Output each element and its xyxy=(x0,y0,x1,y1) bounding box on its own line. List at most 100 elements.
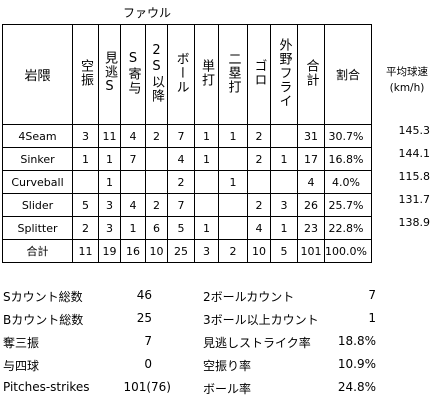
summary-value: 46 xyxy=(136,288,152,302)
avg-speed-value: 138.9 xyxy=(398,216,431,229)
summary-label: 2ボールカウント xyxy=(203,290,295,304)
table-cell: 3 xyxy=(98,193,121,217)
summary-value: 7 xyxy=(368,288,376,302)
pitch-type-name: Sinker xyxy=(2,147,73,171)
summary-value: 1 xyxy=(368,311,376,325)
avg-speed-title: 平均球速 xyxy=(386,66,428,78)
table-cell: 3 xyxy=(194,239,219,263)
table-cell: 7 xyxy=(167,124,195,148)
table-cell: 25 xyxy=(167,239,195,263)
table-cell: 1 xyxy=(194,147,219,171)
table-cell: 23 xyxy=(297,216,325,240)
col-header: 割合 xyxy=(324,24,372,125)
col-header: ゴロ xyxy=(247,24,271,125)
col-header: 外野フライ xyxy=(270,24,298,125)
table-row: 合計 11 19 16 10 25 3 2 10 5 101 100.0% xyxy=(2,239,372,263)
table-cell xyxy=(72,170,99,194)
summary-value: 101(76) xyxy=(123,380,171,394)
table-cell: 1 xyxy=(194,124,219,148)
table-cell: 1 xyxy=(218,170,248,194)
table-cell: 6 xyxy=(145,216,168,240)
table-row: Splitter 2 3 1 6 5 1 4 1 23 22.8% xyxy=(2,216,372,240)
table-cell: 2 xyxy=(167,170,195,194)
table-cell: 16.8% xyxy=(324,147,372,171)
table-cell: 1 xyxy=(194,216,219,240)
pitch-type-name: Splitter xyxy=(2,216,73,240)
table-cell: 1 xyxy=(218,124,248,148)
table-cell: 4 xyxy=(247,216,271,240)
table-cell: 1 xyxy=(270,216,298,240)
table-cell xyxy=(218,147,248,171)
table-cell xyxy=(145,147,168,171)
summary-label: Bカウント総数 xyxy=(3,313,84,327)
summary-value: 25 xyxy=(136,311,152,325)
table-cell: 2 xyxy=(247,147,271,171)
table-cell xyxy=(247,170,271,194)
table-cell: 2 xyxy=(145,124,168,148)
col-header: 空振 xyxy=(72,24,99,125)
table-cell: 3 xyxy=(270,193,298,217)
col-header: S寄与 xyxy=(120,24,146,125)
table-cell xyxy=(218,193,248,217)
table-cell: 1 xyxy=(98,170,121,194)
summary-value: 10.9% xyxy=(337,357,376,371)
table-cell: 3 xyxy=(98,216,121,240)
table-row: Slider 5 3 4 2 7 2 3 26 25.7% xyxy=(2,193,372,217)
table-cell: 5 xyxy=(167,216,195,240)
table-cell: 4.0% xyxy=(324,170,372,194)
table-cell: 101 xyxy=(297,239,325,263)
table-cell xyxy=(270,170,298,194)
summary-value: 0 xyxy=(144,357,152,371)
summary-label: 空振り率 xyxy=(203,359,252,373)
summary-value: 7 xyxy=(144,334,152,348)
table-cell: 7 xyxy=(120,147,146,171)
table-cell: 10 xyxy=(247,239,271,263)
table-row: Sinker 1 1 7 4 1 2 1 17 16.8% xyxy=(2,147,372,171)
table-cell: 30.7% xyxy=(324,124,372,148)
col-header: 単打 xyxy=(194,24,219,125)
table-cell: 100.0% xyxy=(324,239,372,263)
table-cell: 26 xyxy=(297,193,325,217)
table-cell xyxy=(194,193,219,217)
table-cell: 2 xyxy=(247,124,271,148)
table-cell: 10 xyxy=(145,239,168,263)
table-cell xyxy=(218,216,248,240)
pitch-type-name: Curveball xyxy=(2,170,73,194)
col-header: 二塁打 xyxy=(218,24,248,125)
table-cell: 5 xyxy=(72,193,99,217)
avg-speed-value: 115.8 xyxy=(398,170,431,183)
table-cell xyxy=(145,170,168,194)
table-cell: 19 xyxy=(98,239,121,263)
summary-label: 3ボール以上カウント xyxy=(203,313,319,327)
table-cell: 11 xyxy=(72,239,99,263)
table-cell: 2 xyxy=(145,193,168,217)
table-cell: 11 xyxy=(98,124,121,148)
table-cell: 4 xyxy=(120,124,146,148)
table-cell: 1 xyxy=(270,147,298,171)
table-cell xyxy=(270,124,298,148)
table-cell xyxy=(194,170,219,194)
pitch-type-name: 4Seam xyxy=(2,124,73,148)
avg-speed-unit: (km/h) xyxy=(389,82,425,94)
col-header: ボール xyxy=(167,24,195,125)
summary-value: 24.8% xyxy=(337,380,376,394)
table-cell: 2 xyxy=(218,239,248,263)
col-header: 見逃S xyxy=(98,24,121,125)
summary-label: Pitches-strikes xyxy=(3,380,90,394)
header-row: 岩隈 空振 見逃S S寄与 2S以降 ボール 単打 二塁打 ゴロ 外野フライ 合… xyxy=(2,24,372,125)
avg-speed-header: 平均球速 (km/h) xyxy=(382,64,432,96)
summary-label: ボール率 xyxy=(203,382,252,396)
table-cell: 1 xyxy=(120,216,146,240)
col-header: 合計 xyxy=(297,24,325,125)
summary-label: 与四球 xyxy=(3,359,40,373)
table-cell: 3 xyxy=(72,124,99,148)
avg-speed-value: 131.7 xyxy=(398,193,431,206)
summary-label: 奪三振 xyxy=(3,336,40,350)
table-cell: 7 xyxy=(167,193,195,217)
pitcher-name-header: 岩隈 xyxy=(2,24,73,125)
pitch-type-name: 合計 xyxy=(2,239,73,263)
summary-value: 18.8% xyxy=(337,334,376,348)
summary-label: 見逃しストライク率 xyxy=(203,336,311,350)
table-cell: 22.8% xyxy=(324,216,372,240)
table-cell xyxy=(120,170,146,194)
